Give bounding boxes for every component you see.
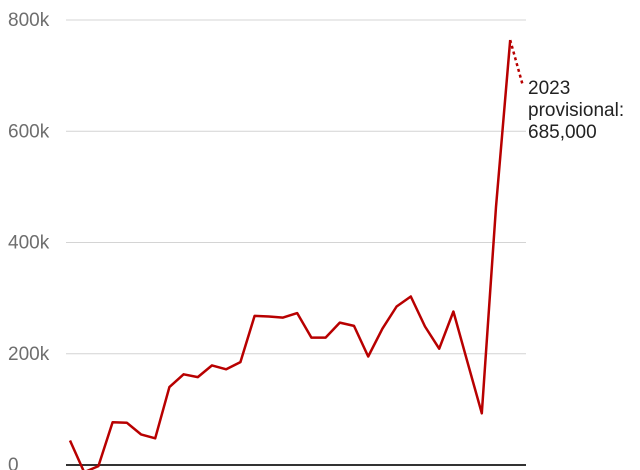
annotation-line-3: 685,000 [528, 122, 597, 143]
y-tick-label-0: 0 [8, 455, 19, 470]
annotation: 2023 provisional: 685,000 [528, 78, 624, 143]
y-axis-tick-labels: 0 200k 400k 600k 800k [8, 10, 50, 470]
annotation-line-2: provisional: [528, 100, 624, 121]
y-tick-label-400k: 400k [8, 233, 50, 254]
series-layer [68, 39, 524, 470]
y-tick-label-800k: 800k [8, 10, 50, 31]
gridlines [66, 19, 526, 466]
y-tick-label-600k: 600k [8, 121, 50, 142]
series-line [68, 39, 512, 470]
provisional-dashed-segment [508, 39, 524, 85]
annotation-line-1: 2023 [528, 78, 570, 99]
y-tick-label-200k: 200k [8, 344, 50, 365]
